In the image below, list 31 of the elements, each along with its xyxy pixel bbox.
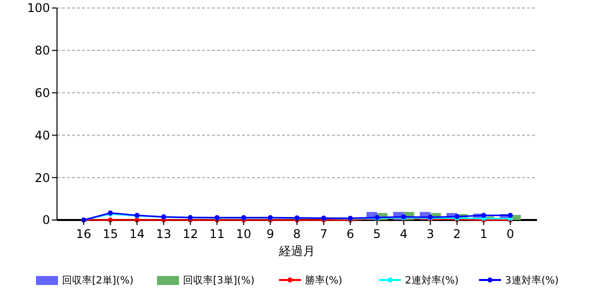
legend-label: 回収率[2単](%) xyxy=(62,274,134,286)
x-tick-label: 2 xyxy=(453,227,461,241)
point xyxy=(481,212,486,218)
x-tick-label: 9 xyxy=(266,227,274,241)
y-tick-label: 80 xyxy=(34,44,50,58)
x-tick-label: 7 xyxy=(320,227,328,241)
legend-label: 3連対率(%) xyxy=(505,274,559,286)
x-tick-label: 10 xyxy=(236,227,252,241)
x-tick-label: 11 xyxy=(209,227,225,241)
x-axis-title: 経過月 xyxy=(278,244,315,258)
y-tick-label: 100 xyxy=(27,1,50,16)
legend-label: 勝率(%) xyxy=(305,274,342,286)
x-tick-label: 1 xyxy=(480,227,488,241)
y-tick-label: 60 xyxy=(34,86,50,100)
legend-label: 回収率[3単](%) xyxy=(183,274,255,286)
legend-label: 2連対率(%) xyxy=(405,274,459,286)
y-tick-label: 20 xyxy=(34,170,50,185)
x-tick-label: 8 xyxy=(293,227,301,241)
x-tick-label: 13 xyxy=(156,227,172,241)
x-tick-label: 15 xyxy=(102,227,118,241)
x-tick-label: 12 xyxy=(182,227,198,241)
x-tick-label: 4 xyxy=(400,227,408,241)
x-tick-label: 5 xyxy=(373,227,381,241)
x-tick-label: 16 xyxy=(76,227,92,241)
point xyxy=(508,212,513,218)
x-tick-label: 3 xyxy=(426,227,434,241)
x-tick-label: 0 xyxy=(506,227,514,241)
y-tick-label: 0 xyxy=(42,213,50,228)
x-tick-label: 6 xyxy=(346,227,354,241)
y-tick-label: 40 xyxy=(34,128,50,142)
x-tick-label: 14 xyxy=(129,227,145,241)
